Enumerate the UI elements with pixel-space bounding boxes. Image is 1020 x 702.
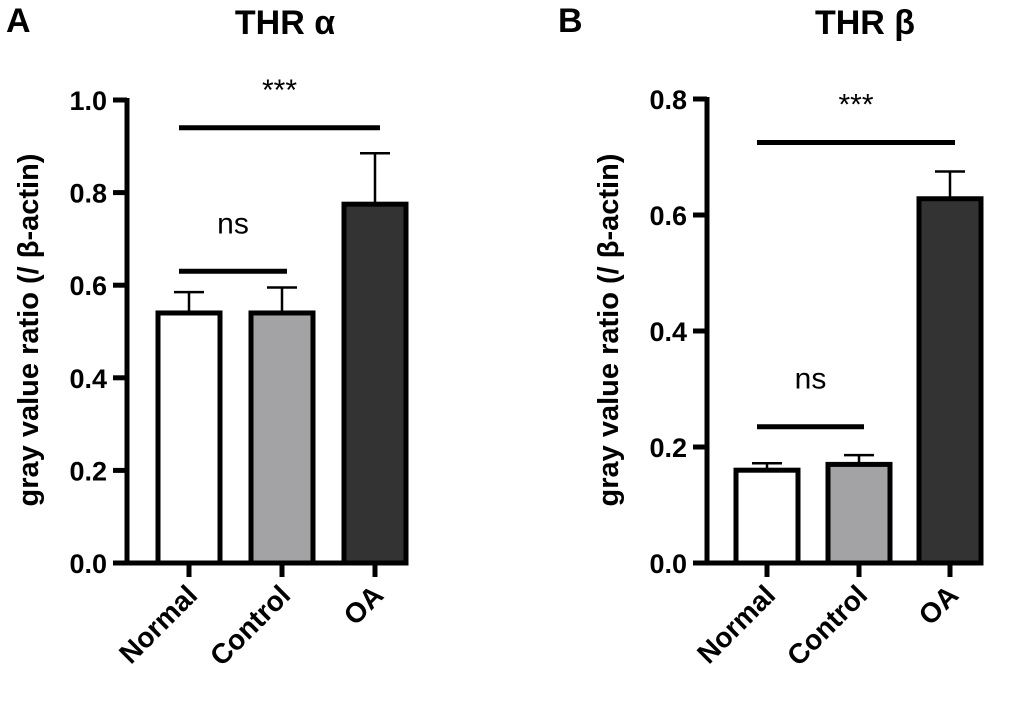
y-tick-label: 0.6 xyxy=(69,271,107,301)
y-tick-label: 0.0 xyxy=(69,549,107,579)
significance-label: *** xyxy=(838,89,873,122)
y-tick-label: 0.6 xyxy=(649,201,687,231)
y-tick-label: 0.2 xyxy=(649,433,687,463)
y-tick-label: 0.0 xyxy=(649,549,687,579)
y-tick-label: 0.8 xyxy=(649,85,687,115)
x-tick-label: OA xyxy=(338,579,390,631)
x-tick-label: Normal xyxy=(691,579,781,669)
y-axis-label-thr-beta: gray value ratio (/ β-actin) xyxy=(593,154,625,507)
y-tick-label: 0.4 xyxy=(649,317,687,347)
x-tick-label: OA xyxy=(913,579,965,631)
bar-oa xyxy=(916,196,984,566)
chart-title-thr-beta: THR β xyxy=(815,4,915,42)
panel-letter-b: B xyxy=(558,2,583,40)
bar-oa xyxy=(341,201,409,566)
bar-control xyxy=(825,461,893,566)
x-tick-label: Normal xyxy=(113,579,203,669)
x-tick-label: Control xyxy=(204,579,296,671)
bar-control xyxy=(248,310,316,566)
chart-thr-beta: B THR β gray value ratio (/ β-actin) 0.0… xyxy=(558,2,984,672)
significance-label: ns xyxy=(217,207,249,240)
bar-normal xyxy=(155,310,223,566)
significance-label: ns xyxy=(795,363,827,396)
y-tick-label: 0.8 xyxy=(69,179,107,209)
y-tick-label: 0.4 xyxy=(69,364,107,394)
y-axis-label-thr-alpha: gray value ratio (/ β-actin) xyxy=(13,154,45,507)
bar-normal xyxy=(733,467,801,566)
panel-letter-a: A xyxy=(6,2,31,40)
y-tick-label: 0.2 xyxy=(69,456,107,486)
significance-label: *** xyxy=(262,74,297,107)
x-tick-label: Control xyxy=(781,579,873,671)
chart-thr-alpha: A THR α gray value ratio (/ β-actin) 0.0… xyxy=(6,2,409,672)
y-tick-label: 1.0 xyxy=(69,86,107,116)
chart-title-thr-alpha: THR α xyxy=(235,4,335,42)
